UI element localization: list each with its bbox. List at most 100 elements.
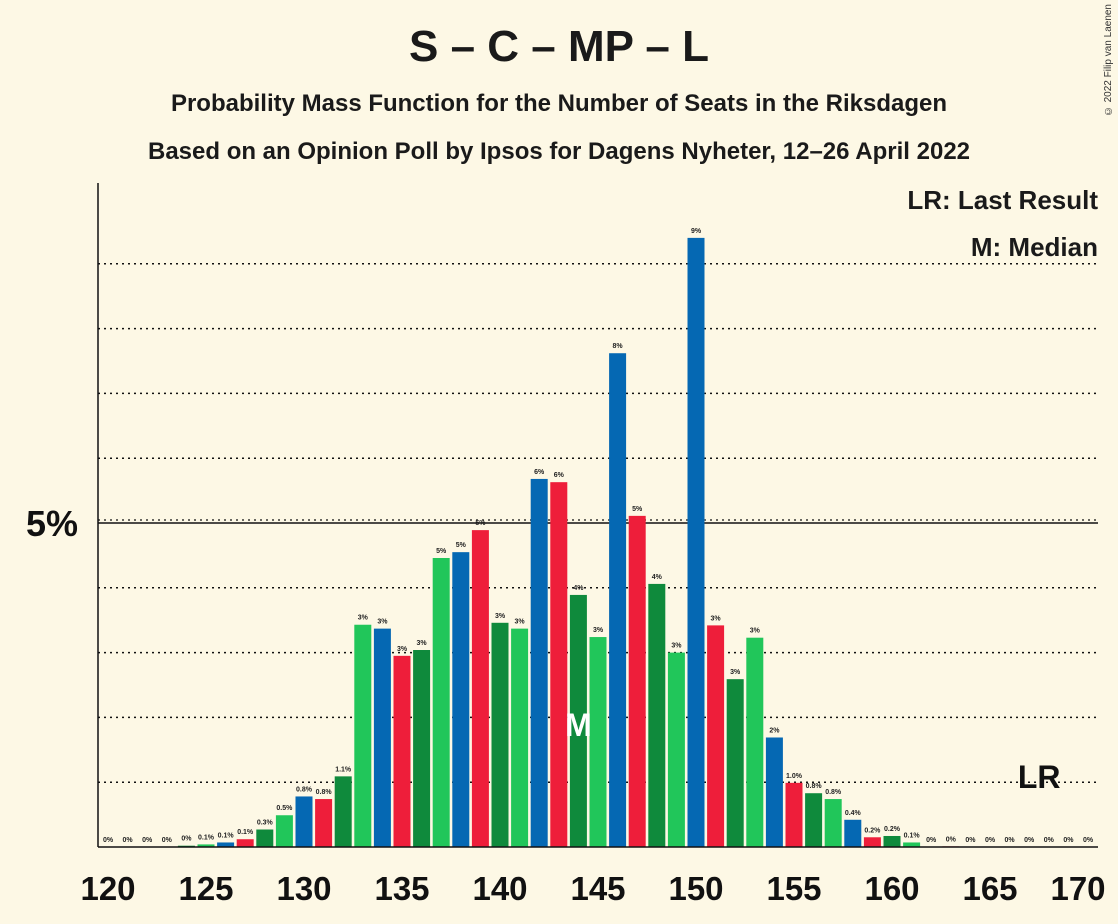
bar-value-label: 0% [123, 837, 134, 844]
bar-seat-143 [550, 482, 568, 847]
bar-seat-153 [746, 637, 764, 847]
bar-value-label: 3% [593, 627, 604, 634]
bar-value-label: 1.1% [335, 766, 352, 773]
bar-value-label: 0.1% [218, 832, 235, 839]
x-tick-label: 155 [766, 870, 821, 907]
bar-value-label: 3% [495, 613, 506, 620]
bar-value-label: 0.2% [864, 827, 881, 834]
bar-seat-142 [530, 478, 548, 847]
last-result-marker: LR [1018, 759, 1061, 795]
chart-title: S – C – MP – L [409, 22, 709, 71]
bar-value-label: 1.0% [786, 773, 803, 780]
x-tick-label: 120 [80, 870, 135, 907]
bar-value-label: 0% [1063, 837, 1074, 844]
bar-value-label: 0% [985, 837, 996, 844]
bar-value-label: 3% [515, 619, 526, 626]
bar-seat-144 [569, 594, 587, 847]
bar-seat-146 [609, 353, 627, 847]
x-tick-label: 125 [178, 870, 233, 907]
bar-value-label: 0.8% [825, 789, 842, 796]
legend-last-result: LR: Last Result [907, 185, 1098, 215]
bar-seat-140 [491, 622, 509, 847]
bar-seat-131 [315, 799, 333, 847]
bar-seat-126 [217, 842, 235, 847]
bar-seat-157 [824, 799, 842, 847]
x-tick-label: 135 [374, 870, 429, 907]
bar-value-label: 3% [750, 628, 761, 635]
bar-value-label: 5% [475, 520, 486, 527]
bar-value-label: 3% [671, 643, 682, 650]
bar-value-label: 0.1% [237, 829, 254, 836]
bar-seat-145 [589, 637, 607, 847]
bar-value-label: 0% [1044, 837, 1055, 844]
bar-seat-152 [726, 679, 744, 847]
bar-value-label: 0.2% [884, 826, 901, 833]
bar-seat-128 [256, 829, 274, 847]
bar-value-label: 0% [1024, 837, 1035, 844]
bar-value-label: 0.1% [904, 832, 921, 839]
bar-value-label: 3% [358, 615, 369, 622]
x-tick-label: 170 [1050, 870, 1105, 907]
bar-seat-158 [844, 819, 862, 847]
bar-seat-138 [452, 552, 470, 847]
bar-seat-137 [432, 557, 450, 847]
x-tick-label: 140 [472, 870, 527, 907]
bar-seat-127 [236, 839, 254, 847]
bar-seat-151 [707, 625, 725, 847]
y-tick-label: 5% [26, 503, 78, 544]
bar-value-label: 5% [456, 542, 467, 549]
bar-value-label: 4% [573, 585, 584, 592]
bar-seat-130 [295, 796, 313, 847]
bar-seat-135 [393, 655, 411, 847]
bar-value-label: 0% [1083, 837, 1094, 844]
bar-seat-159 [863, 837, 881, 847]
bar-seat-155 [785, 782, 803, 847]
bars-layer [177, 237, 960, 847]
bar-value-label: 6% [534, 469, 545, 476]
bar-value-label: 3% [730, 669, 741, 676]
bar-value-label: 0.8% [296, 786, 313, 793]
bar-value-label: 4% [652, 574, 663, 581]
bar-value-label: 0.3% [257, 820, 274, 827]
bar-value-label: 0% [1005, 837, 1016, 844]
bar-seat-139 [471, 530, 489, 847]
bar-seat-147 [628, 515, 646, 847]
chart-subtitle: Probability Mass Function for the Number… [170, 90, 948, 117]
bar-seat-134 [373, 628, 391, 847]
bar-value-label: 0.5% [276, 805, 293, 812]
bar-seat-132 [334, 776, 352, 847]
bar-seat-154 [765, 737, 783, 847]
bar-seat-160 [883, 835, 901, 847]
bar-value-label: 0% [926, 837, 937, 844]
bar-value-label: 0.4% [845, 810, 862, 817]
bar-value-label: 9% [691, 228, 702, 235]
x-tick-label: 165 [962, 870, 1017, 907]
bar-value-label: 2% [769, 727, 780, 734]
bar-seat-150 [687, 237, 705, 847]
bar-seat-149 [667, 652, 685, 847]
bar-seat-148 [648, 583, 666, 847]
bar-value-label: 0% [162, 837, 173, 844]
bar-seat-129 [275, 815, 293, 847]
axis-layer: 5% 120 125 130 135 140 145 150 155 160 165 170 [26, 183, 1106, 907]
bar-value-label: 5% [436, 548, 447, 555]
bar-value-label: 3% [711, 615, 722, 622]
bar-seat-161 [903, 842, 921, 847]
bar-value-label: 0.1% [198, 834, 215, 841]
bar-value-label: 0% [946, 836, 957, 843]
bar-value-label: 5% [632, 506, 643, 513]
labels-layer: 0% 0% 0% 0% 0% 0.1% 0.1% 0.1%0.3%0.5%0.8% 0.8%1.… [103, 228, 1094, 844]
bar-seat-136 [413, 650, 431, 847]
bar-seat-141 [511, 628, 529, 847]
bar-seat-156 [805, 793, 823, 847]
median-marker: M [565, 707, 592, 743]
bar-value-label: 0% [142, 837, 153, 844]
bar-value-label: 0% [965, 837, 976, 844]
bar-value-label: 3% [397, 646, 408, 653]
bar-value-label: 6% [554, 472, 565, 479]
x-tick-label: 150 [668, 870, 723, 907]
bar-value-label: 0.8% [316, 789, 333, 796]
bar-value-label: 3% [417, 640, 428, 647]
x-tick-label: 160 [864, 870, 919, 907]
